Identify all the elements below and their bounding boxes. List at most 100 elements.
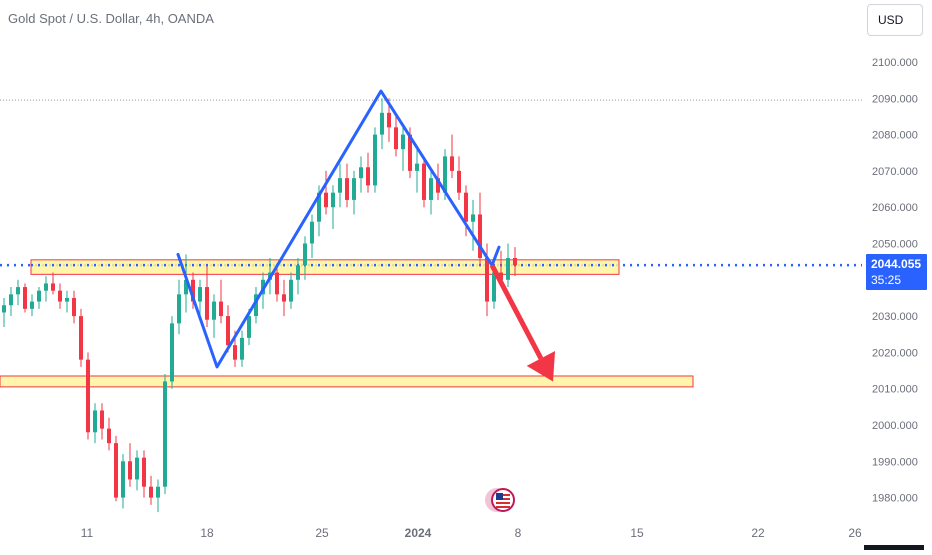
- candle: [219, 279, 223, 324]
- candle: [478, 192, 482, 266]
- candle: [205, 265, 209, 327]
- candle: [184, 254, 188, 313]
- candle-body: [233, 345, 237, 360]
- y-tick-label: 2030.000: [872, 311, 918, 323]
- candle: [79, 308, 83, 367]
- candle-body: [366, 167, 370, 186]
- candle-body: [170, 323, 174, 382]
- candle: [135, 450, 139, 491]
- candle: [513, 247, 517, 277]
- candle: [177, 279, 181, 335]
- us-flag-icon[interactable]: [485, 488, 515, 512]
- candle-countdown: 35:25: [871, 273, 902, 287]
- candle: [121, 454, 125, 509]
- candle: [282, 279, 286, 317]
- candle: [58, 283, 62, 309]
- candle: [415, 149, 419, 193]
- candle: [471, 199, 475, 251]
- candle-body: [79, 316, 83, 360]
- x-tick-label: 2024: [405, 526, 432, 540]
- candle-body: [149, 486, 153, 498]
- candle-body: [485, 258, 489, 302]
- candle: [240, 330, 244, 367]
- candle-body: [163, 381, 167, 487]
- candle-body: [296, 265, 300, 280]
- candle-body: [156, 486, 160, 498]
- candle-body: [450, 156, 454, 171]
- candle: [100, 403, 104, 440]
- y-tick-label: 2050.000: [872, 239, 918, 251]
- candle: [156, 479, 160, 513]
- candle-body: [471, 214, 475, 222]
- candle: [226, 305, 230, 353]
- candle: [72, 290, 76, 324]
- y-tick-label: 2070.000: [872, 166, 918, 178]
- candle-body: [310, 221, 314, 244]
- x-tick-label: 25: [315, 526, 329, 540]
- candle: [464, 185, 468, 237]
- candle-body: [44, 283, 48, 291]
- candle-body: [513, 258, 517, 266]
- x-tick-label: 8: [515, 526, 522, 540]
- candle-body: [436, 178, 440, 193]
- candle-body: [16, 287, 20, 295]
- candle: [93, 403, 97, 444]
- resistance-zone[interactable]: [30, 259, 620, 275]
- candle-body: [2, 305, 6, 313]
- candle: [128, 443, 132, 487]
- candle: [457, 156, 461, 200]
- candle-body: [422, 163, 426, 200]
- candle-body: [275, 272, 279, 295]
- candle: [254, 287, 258, 324]
- candle-body: [254, 294, 258, 317]
- candle: [2, 297, 6, 327]
- candle-body: [93, 410, 97, 433]
- candle: [51, 272, 55, 295]
- diamond-pattern-line[interactable]: [176, 89, 501, 369]
- candle: [30, 294, 34, 317]
- candle-body: [303, 243, 307, 266]
- candle: [163, 374, 167, 494]
- y-tick-label: 2000.000: [872, 420, 918, 432]
- last-price-value: 2044.055: [871, 257, 922, 271]
- bearish-arrow-shaft: [489, 264, 544, 360]
- candle-body: [219, 301, 223, 317]
- candle: [212, 294, 216, 338]
- chart-title: Gold Spot / U.S. Dollar, 4h, OANDA: [8, 11, 214, 26]
- candle-body: [429, 178, 433, 200]
- candle-body: [23, 287, 27, 309]
- candle-body: [184, 279, 188, 295]
- candle: [450, 134, 454, 179]
- candle: [359, 156, 363, 193]
- candle-body: [226, 316, 230, 346]
- candle: [373, 127, 377, 193]
- candle: [324, 170, 328, 215]
- x-tick-label: 18: [200, 526, 214, 540]
- candle-body: [51, 283, 55, 291]
- candle: [198, 279, 202, 320]
- candle-body: [114, 443, 118, 498]
- candle: [352, 170, 356, 215]
- candle-body: [338, 178, 342, 193]
- y-tick-label: 2090.000: [872, 93, 918, 105]
- x-tick-label: 11: [81, 526, 94, 540]
- y-tick-label: 2060.000: [872, 202, 918, 214]
- candle-body: [247, 316, 251, 338]
- candle: [107, 417, 111, 451]
- candle-body: [9, 294, 13, 306]
- support-zone[interactable]: [0, 375, 694, 388]
- bottom-toolbar-strip: [864, 545, 924, 550]
- currency-button[interactable]: USD: [867, 4, 923, 36]
- bearish-arrow-head: [526, 350, 556, 382]
- candle: [345, 163, 349, 208]
- candle: [275, 265, 279, 302]
- candle-body: [128, 461, 132, 480]
- candle: [142, 450, 146, 498]
- candle-body: [352, 178, 356, 200]
- candle: [303, 236, 307, 280]
- candle: [429, 170, 433, 215]
- y-tick-label: 2080.000: [872, 130, 918, 142]
- candle-body: [478, 214, 482, 259]
